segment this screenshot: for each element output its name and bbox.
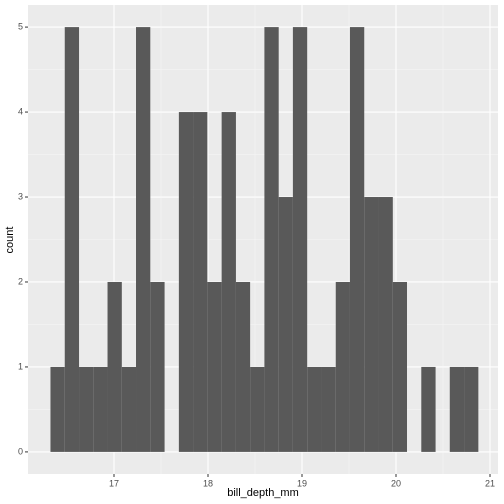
- bar: [464, 366, 479, 452]
- bar: [307, 366, 322, 452]
- bar: [321, 366, 336, 452]
- bar: [221, 112, 236, 452]
- bar: [292, 27, 308, 452]
- bar: [335, 281, 350, 452]
- x-tick-label: 20: [391, 478, 401, 488]
- y-tick-label: 3: [18, 191, 23, 201]
- bar: [150, 281, 165, 452]
- bar: [193, 112, 208, 452]
- y-tick-label: 0: [18, 446, 23, 456]
- y-tick-label: 1: [18, 361, 23, 371]
- bar: [349, 27, 365, 452]
- bar: [136, 27, 151, 452]
- bar: [178, 112, 194, 452]
- bar: [264, 27, 279, 452]
- bar: [421, 366, 436, 452]
- x-tick-label: 17: [109, 478, 119, 488]
- x-axis-title: bill_depth_mm: [227, 487, 299, 499]
- x-tick-label: 18: [203, 478, 213, 488]
- bar: [50, 366, 65, 452]
- y-tick-label: 2: [18, 276, 23, 286]
- bar: [207, 281, 222, 452]
- y-tick-label: 4: [18, 106, 23, 116]
- bar: [107, 281, 122, 452]
- bar: [364, 197, 379, 452]
- bar: [250, 366, 265, 452]
- bar: [378, 197, 393, 452]
- bar: [278, 197, 293, 452]
- bar: [121, 366, 137, 452]
- bar: [79, 366, 94, 452]
- bar: [64, 27, 80, 452]
- x-tick-label: 19: [297, 478, 307, 488]
- bar: [449, 366, 465, 452]
- bar: [93, 366, 108, 452]
- y-tick-label: 5: [18, 21, 23, 31]
- y-axis-title: count: [4, 227, 16, 254]
- x-tick-label: 21: [485, 478, 495, 488]
- bar: [235, 281, 251, 452]
- bar: [392, 281, 408, 452]
